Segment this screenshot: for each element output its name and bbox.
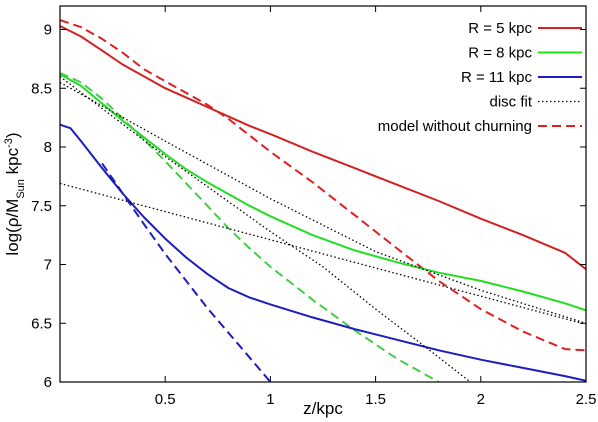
series-layer (60, 19, 586, 382)
series-line-fit-r8-thin (60, 75, 471, 382)
axis-ticks: 0.5 1 1.5 2 2.5 6 6.5 7 7.5 8 8.5 9 (31, 6, 596, 408)
series-line-r5-no-churn (60, 19, 586, 352)
y-tick-label: 9 (44, 22, 52, 39)
series-line-r11 (60, 123, 586, 382)
y-tick-label: 7.5 (31, 198, 52, 215)
legend: R = 5 kpc R = 8 kpc R = 11 kpc disc fit mode… (378, 20, 582, 135)
y-tick-label: 6.5 (31, 315, 52, 332)
y-axis-label-mid: kpc (3, 147, 22, 179)
y-axis-label-end: ) (3, 132, 22, 138)
x-axis-label: z/kpc (303, 399, 343, 418)
legend-label: R = 5 kpc (468, 20, 532, 37)
x-tick-label: 2 (477, 391, 485, 408)
y-axis-label-base: log(ρ/M (3, 199, 22, 256)
x-tick-label: 1.5 (365, 391, 386, 408)
x-tick-label: 1 (266, 391, 274, 408)
series-line-fit-thick (60, 182, 586, 326)
series-line-r8-no-churn (60, 72, 440, 382)
legend-label: model without churning (378, 118, 532, 135)
y-axis-label-sup: -3 (3, 138, 15, 148)
legend-label: disc fit (489, 94, 532, 111)
series-line-r8 (60, 73, 586, 312)
plot-frame (59, 5, 587, 383)
x-tick-label: 0.5 (155, 391, 176, 408)
series-line-r5 (60, 25, 586, 270)
y-tick-label: 8 (44, 139, 52, 156)
legend-label: R = 11 kpc (461, 69, 533, 86)
y-axis-label-sub: Sun (15, 179, 27, 199)
x-tick-label: 2.5 (576, 391, 597, 408)
series-line-r11-no-churn (101, 162, 272, 382)
y-tick-label: 6 (44, 374, 52, 391)
y-axis-label: log(ρ/MSun kpc-3) (3, 132, 27, 255)
legend-label: R = 8 kpc (468, 45, 532, 62)
y-tick-label: 8.5 (31, 80, 52, 97)
series-line-fit-r8 (60, 81, 586, 324)
y-tick-label: 7 (44, 257, 52, 274)
